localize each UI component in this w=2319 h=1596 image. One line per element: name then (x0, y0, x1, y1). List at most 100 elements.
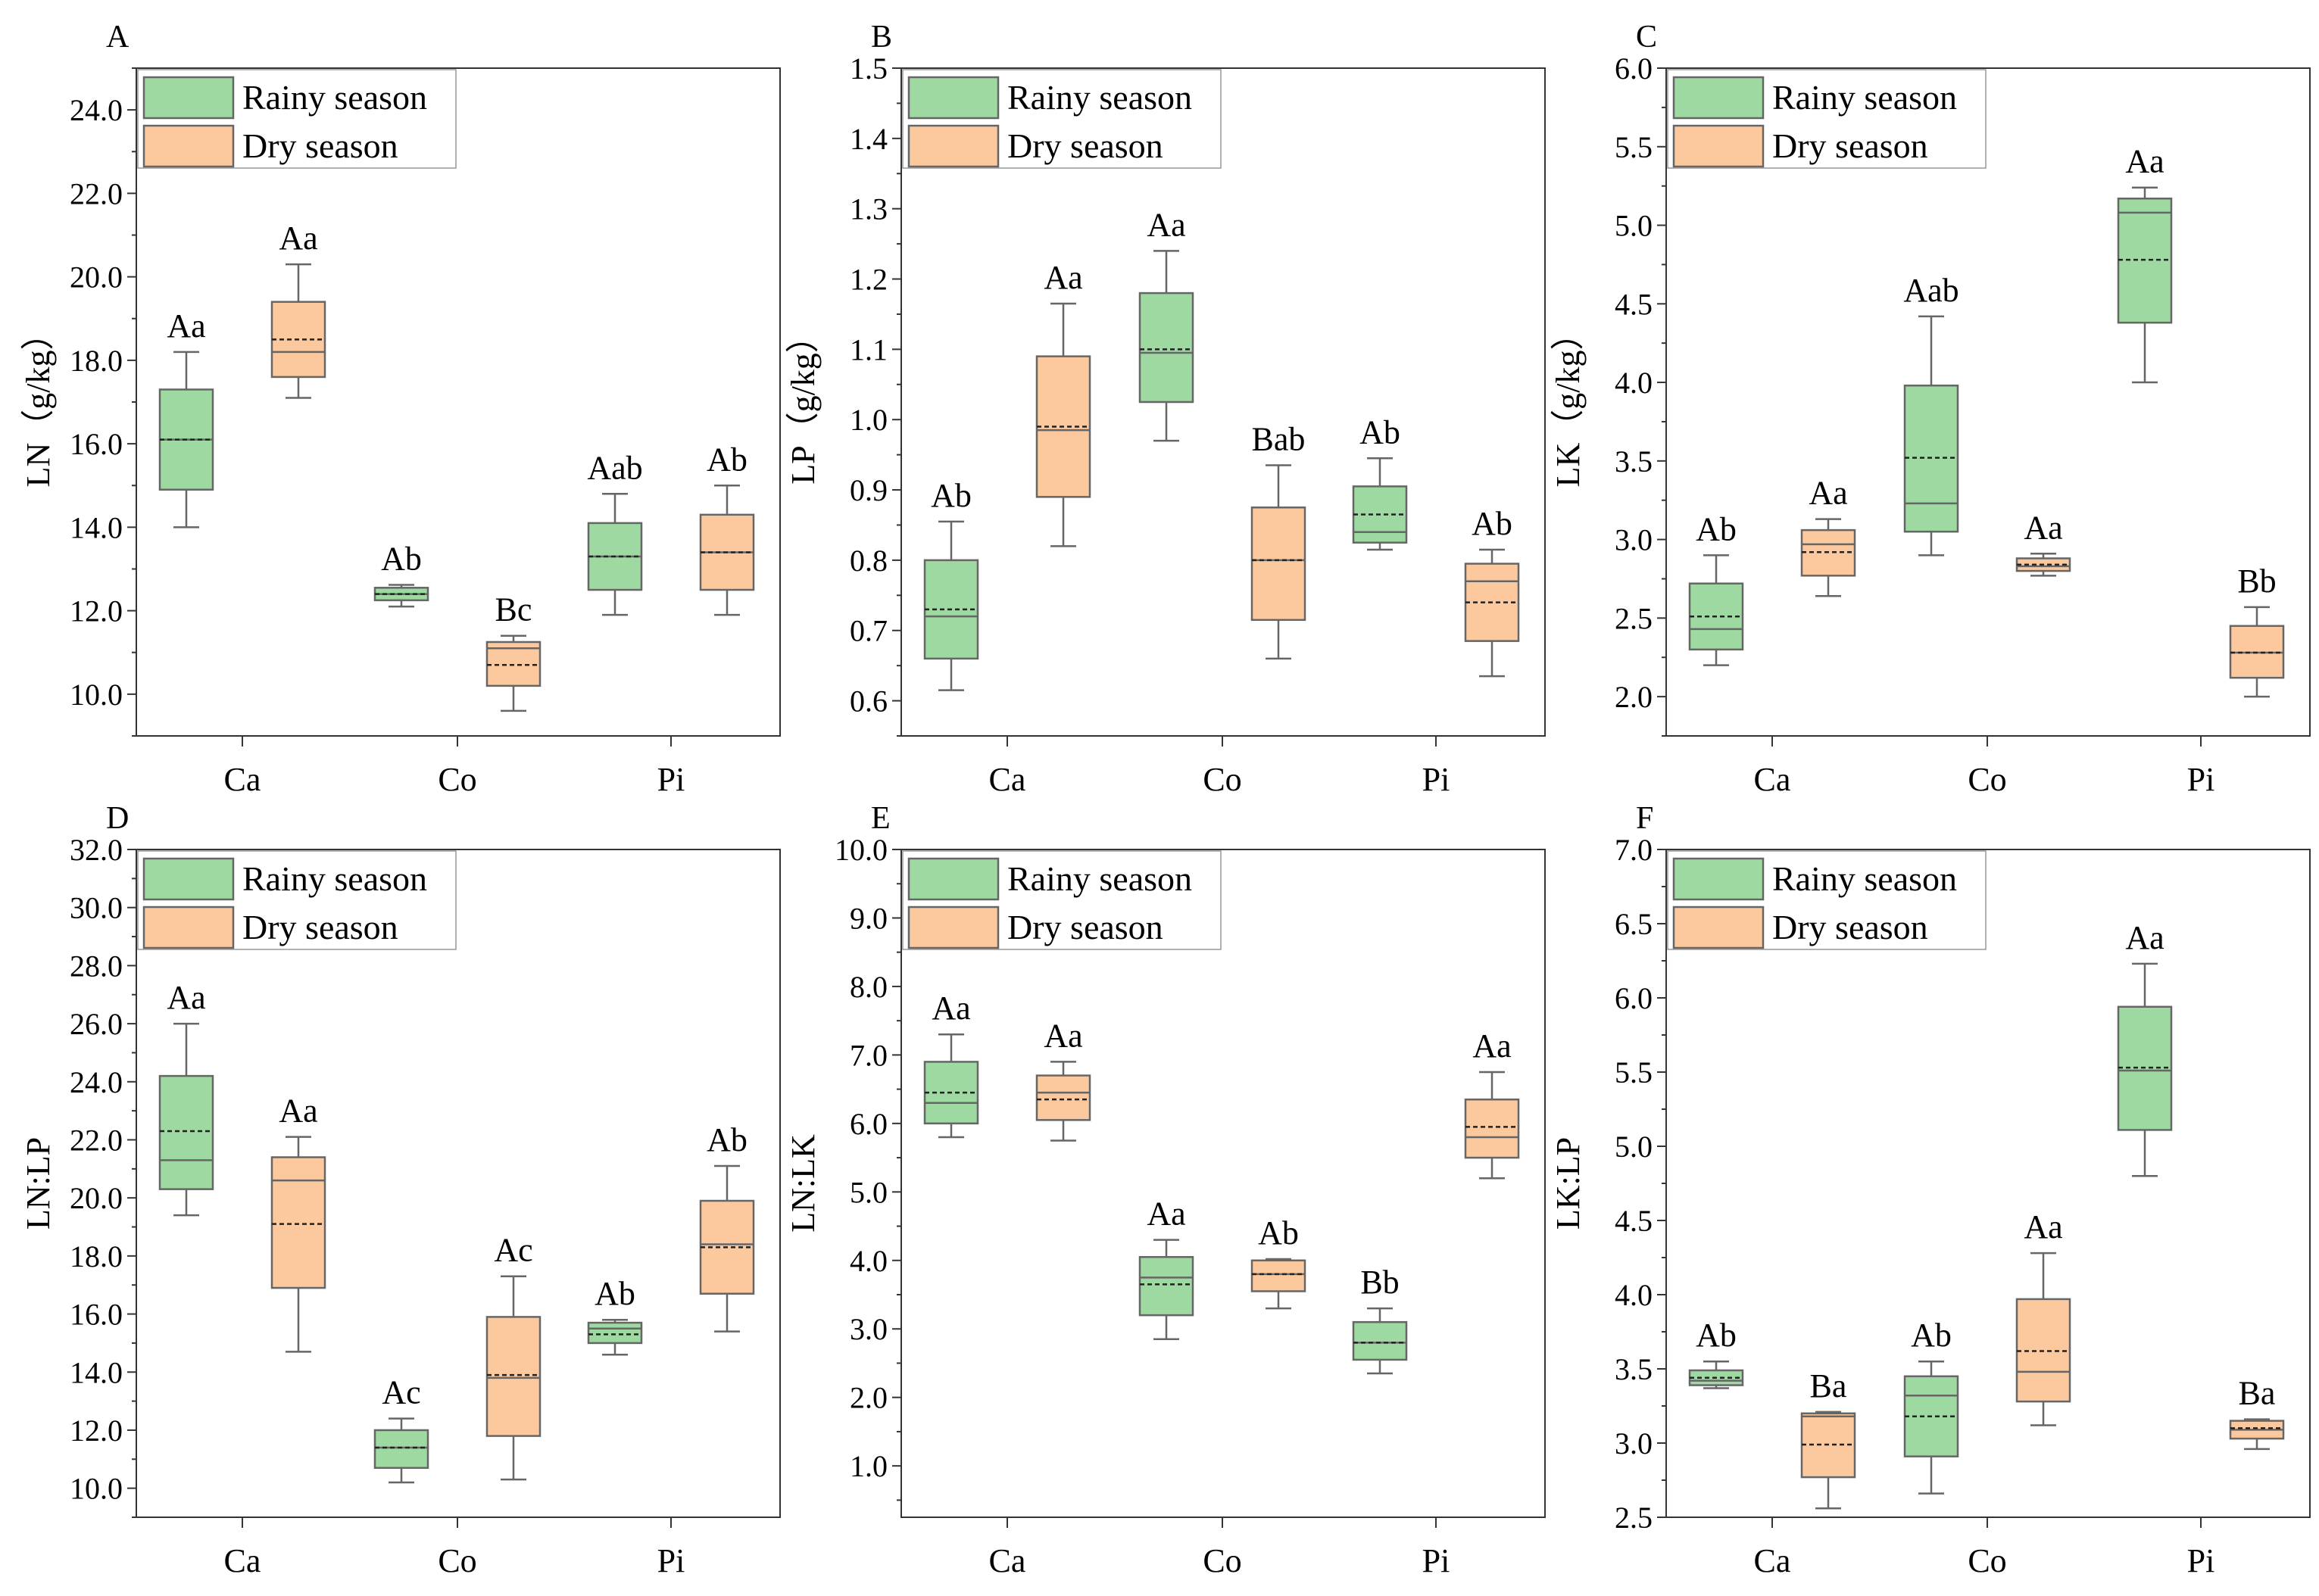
box-rainy-pi: Bb (1352, 1264, 1408, 1375)
box-dry-co: Bc (485, 591, 542, 712)
significance-label: Aa (2125, 143, 2164, 180)
legend-swatch (907, 906, 1000, 949)
y-tick-label: 8.0 (850, 970, 888, 1004)
x-tick-label: Ca (1754, 1542, 1791, 1579)
box-body (1352, 1320, 1408, 1361)
box-rainy-pi: Aab (587, 449, 643, 616)
y-tick-label: 3.5 (1615, 444, 1653, 478)
box-rainy-pi: Ab (587, 1275, 643, 1356)
y-axis-label: LK:LP (1550, 1137, 1587, 1230)
y-tick-label: 10.0 (70, 678, 123, 712)
legend-swatch (1672, 906, 1765, 949)
significance-label: Ab (1696, 510, 1737, 547)
panel-label: E (871, 801, 891, 836)
y-tick-label: 4.0 (1615, 366, 1653, 400)
y-tick-label: 14.0 (70, 510, 123, 544)
legend-swatch (142, 76, 235, 120)
y-tick-label: 18.0 (70, 1239, 123, 1273)
significance-label: Ab (1472, 505, 1512, 542)
significance-label: Bab (1252, 421, 1306, 458)
y-tick-label: 20.0 (70, 1181, 123, 1215)
significance-label: Ab (707, 441, 748, 478)
box-body (1138, 291, 1194, 404)
legend-swatch (907, 857, 1000, 901)
y-tick-label: 18.0 (70, 344, 123, 378)
y-tick-label: 5.0 (1615, 1130, 1653, 1164)
legend-label: Dry season (1772, 908, 1928, 946)
y-tick-label: 22.0 (70, 1123, 123, 1157)
x-tick-label: Pi (2187, 1542, 2215, 1579)
x-tick-label: Co (1203, 761, 1241, 798)
y-axis-label: LN:LK (785, 1134, 822, 1233)
y-tick-label: 1.2 (850, 263, 888, 297)
x-tick-label: Pi (1422, 1542, 1450, 1579)
x-tick-label: Ca (224, 761, 261, 798)
y-tick-label: 3.0 (850, 1312, 888, 1346)
y-tick-label: 5.0 (850, 1175, 888, 1209)
box-rainy-ca: Ab (1688, 510, 1744, 666)
y-tick-label: 1.0 (850, 403, 888, 437)
y-tick-label: 24.0 (70, 93, 123, 127)
box-rainy-ca: Aa (158, 307, 214, 528)
significance-label: Aa (2024, 1208, 2062, 1245)
panel-e: E 1.0 2.0 3.0 4.0 5.0 6.0 7.0 8.0 9.0 10.0 LN:LK Ca C… (785, 801, 1546, 1579)
legend-label: Rainy season (1772, 859, 1957, 898)
box-body (373, 1429, 429, 1470)
legend-label: Rainy season (242, 859, 427, 898)
y-tick-label: 26.0 (70, 1007, 123, 1041)
y-tick-label: 14.0 (70, 1355, 123, 1389)
box-dry-pi: Ab (699, 1121, 755, 1333)
legend-swatch (1672, 76, 1765, 120)
y-tick-label: 9.0 (850, 901, 888, 935)
box-dry-ca: Aa (1800, 475, 1856, 597)
y-tick-label: 0.8 (850, 544, 888, 578)
box-dry-pi: Ab (699, 441, 755, 616)
x-tick-label: Co (438, 761, 476, 798)
box-body (1035, 1074, 1091, 1121)
legend-label: Dry season (242, 908, 398, 946)
box-rainy-ca: Ab (923, 477, 979, 691)
panel-label: C (1636, 20, 1657, 55)
legend: Rainy season Dry season (902, 850, 1222, 950)
y-tick-label: 0.9 (850, 473, 888, 507)
legend-label: Rainy season (1007, 78, 1192, 117)
box-dry-pi: Aa (1464, 1027, 1520, 1180)
y-tick-label: 3.5 (1615, 1352, 1653, 1386)
y-tick-label: 0.7 (850, 614, 888, 648)
significance-label: Aa (279, 1093, 317, 1130)
box-rainy-pi: Aa (2117, 143, 2173, 384)
x-tick-label: Ca (1754, 761, 1791, 798)
legend-swatch (142, 906, 235, 949)
significance-label: Aa (1472, 1027, 1511, 1065)
box-rainy-co: Aa (1138, 206, 1194, 442)
y-axis-label: LN:LP (20, 1137, 57, 1230)
legend-label: Dry season (242, 126, 398, 165)
significance-label: Aa (279, 220, 317, 257)
y-tick-label: 1.0 (850, 1449, 888, 1483)
y-tick-label: 5.0 (1615, 209, 1653, 243)
y-tick-label: 0.6 (850, 684, 888, 719)
box-dry-co: Aa (2015, 509, 2071, 577)
y-tick-label: 2.0 (850, 1381, 888, 1415)
significance-label: Aa (1147, 1195, 1185, 1233)
box-dry-co: Aa (2015, 1208, 2071, 1426)
legend: Rainy season Dry season (137, 850, 457, 950)
y-tick-label: 6.0 (850, 1107, 888, 1141)
box-body (270, 1156, 326, 1289)
y-tick-label: 1.1 (850, 332, 888, 366)
box-dry-pi: Bb (2229, 563, 2285, 698)
legend-swatch (142, 124, 235, 168)
panel-label: B (871, 20, 892, 55)
x-tick-label: Pi (657, 1542, 685, 1579)
y-tick-label: 20.0 (70, 260, 123, 295)
legend-swatch (907, 76, 1000, 120)
box-dry-co: Bab (1250, 421, 1306, 660)
panel-a: A 10.0 12.0 14.0 16.0 18.0 20.0 22.0 24.0 LN（g/kg… (20, 20, 781, 798)
significance-label: Aa (932, 990, 970, 1027)
y-tick-label: 22.0 (70, 176, 123, 210)
y-tick-label: 6.5 (1615, 907, 1653, 941)
box-rainy-ca: Aa (923, 990, 979, 1139)
box-rainy-co: Ab (1903, 1317, 1959, 1495)
box-dry-ca: Aa (1035, 1017, 1091, 1142)
y-tick-label: 2.5 (1615, 601, 1653, 635)
